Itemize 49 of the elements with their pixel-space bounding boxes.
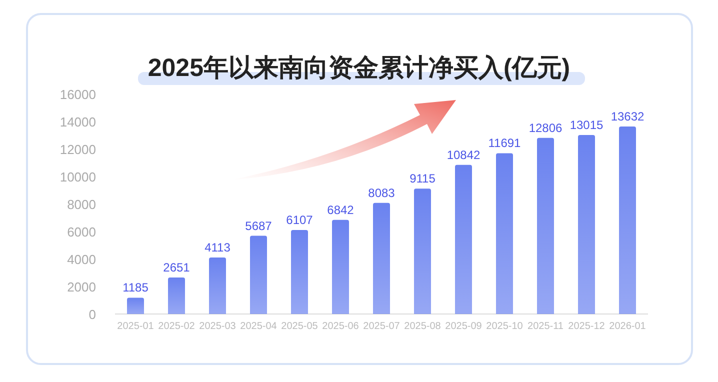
chart-title: 2025年以来南向资金累计净买入(亿元) [148, 54, 570, 82]
data-label: 6107 [286, 213, 314, 228]
data-label: 13015 [570, 118, 604, 132]
x-tick-label: 2025-03 [199, 321, 236, 332]
bar [209, 257, 226, 314]
y-tick-label: 12000 [60, 142, 96, 157]
data-label: 9115 [410, 172, 436, 186]
bar [578, 135, 595, 314]
y-tick-label: 16000 [60, 87, 96, 102]
x-tick-label: 2025-10 [486, 321, 524, 332]
data-label: 12806 [528, 120, 563, 135]
x-tick-label: 2025-04 [240, 321, 278, 332]
data-label: 6842 [327, 202, 354, 217]
bar [619, 126, 636, 314]
data-label: 8083 [368, 186, 396, 200]
data-label: 11691 [488, 136, 522, 150]
data-label: 2651 [163, 260, 190, 275]
x-tick-label: 2025-06 [322, 321, 360, 332]
x-tick-label: 2025-11 [528, 321, 564, 332]
bar [127, 298, 144, 314]
x-tick-label: 2026-01 [609, 321, 646, 332]
y-tick-label: 0 [88, 307, 96, 322]
bar [455, 164, 472, 314]
bar [496, 153, 513, 314]
bar [414, 188, 431, 314]
y-tick-label: 10000 [60, 170, 96, 184]
x-tick-label: 2025-12 [568, 321, 606, 332]
data-label: 13632 [610, 110, 645, 124]
y-tick-label: 14000 [60, 114, 96, 130]
x-tick-label: 2025-02 [158, 321, 196, 332]
x-tick-label: 2025-08 [404, 321, 442, 332]
bar [537, 138, 554, 314]
data-label: 4113 [204, 240, 231, 254]
x-tick-label: 2025-05 [281, 321, 318, 332]
x-tick-label: 2025-09 [445, 321, 482, 332]
y-tick-label: 2000 [67, 280, 96, 294]
bar [373, 202, 390, 314]
x-tick-label: 2025-01 [117, 321, 154, 332]
data-label: 1185 [122, 280, 149, 295]
y-tick-label: 8000 [67, 197, 96, 212]
bar [168, 278, 185, 314]
bar [250, 236, 267, 314]
data-label: 10842 [446, 148, 481, 162]
y-tick-label: 6000 [67, 224, 96, 240]
bar [291, 230, 308, 314]
bar [332, 220, 349, 314]
x-tick-label: 2025-07 [363, 321, 400, 332]
y-tick-label: 4000 [67, 252, 96, 267]
data-label: 5687 [245, 218, 272, 233]
